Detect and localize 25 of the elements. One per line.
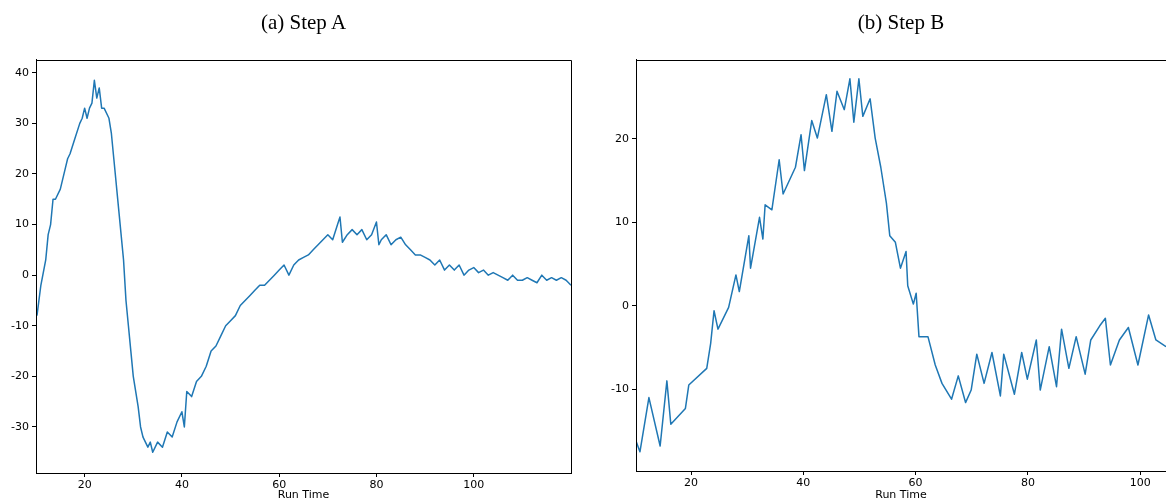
x-tick-label: 20 [77, 478, 92, 492]
y-tick-label: 30 [15, 116, 29, 130]
x-tick-label: 60 [908, 476, 923, 490]
x-axis-title: Run Time [277, 488, 330, 502]
y-tick-label: 20 [15, 166, 29, 180]
y-tick-label: 0 [22, 268, 29, 282]
y-tick-label: -10 [611, 382, 629, 396]
y-tick-label: 40 [15, 65, 29, 79]
x-tick-label: 20 [684, 476, 699, 490]
x-tick-label: 40 [174, 478, 189, 492]
y-tick-label: -30 [11, 419, 29, 433]
x-tick-label: 80 [1020, 476, 1035, 490]
chart-title: (b) Step B [856, 10, 946, 35]
x-tick-label: 80 [369, 478, 384, 492]
y-tick-label: 10 [615, 215, 629, 229]
y-tick-label: 10 [15, 217, 29, 231]
y-tick-label: 0 [622, 298, 629, 312]
x-tick-label: 100 [463, 478, 485, 492]
x-tick-label: 100 [1129, 476, 1151, 490]
y-tick-label: 20 [615, 131, 629, 145]
chart-title: (a) Step A [259, 10, 348, 35]
x-tick-label: 40 [796, 476, 811, 490]
y-tick-label: -20 [11, 369, 29, 383]
y-tick-label: -10 [11, 318, 29, 332]
x-axis-title: Run Time [875, 488, 927, 502]
